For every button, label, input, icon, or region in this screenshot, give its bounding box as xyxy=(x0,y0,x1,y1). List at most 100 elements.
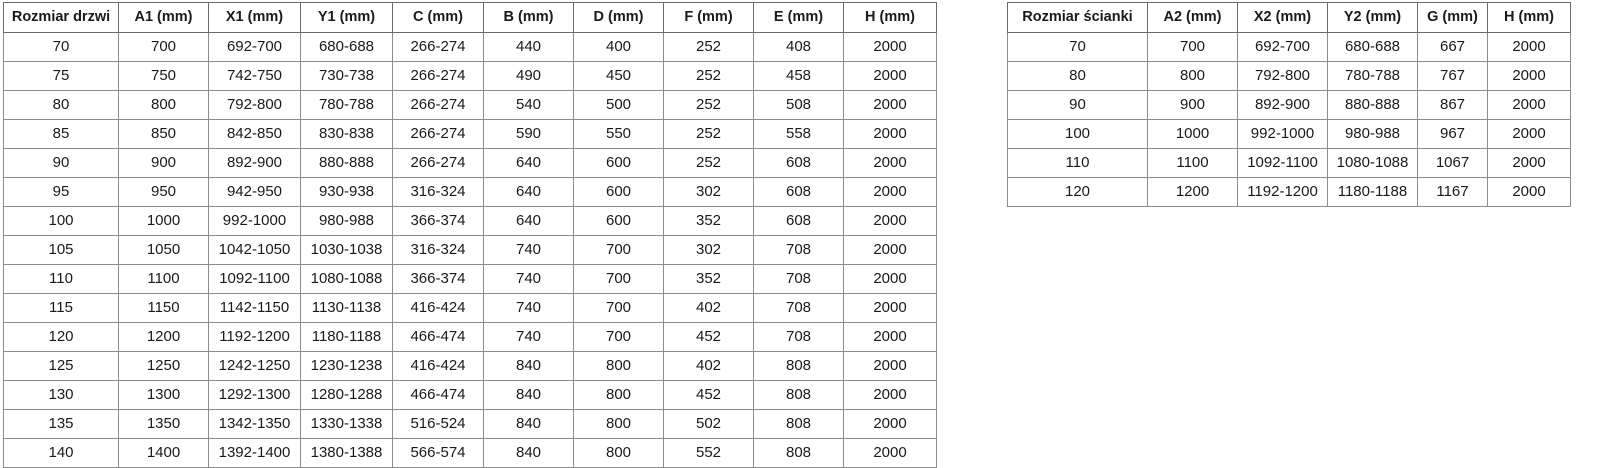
table-cell: 458 xyxy=(753,61,844,91)
table-cell: 408 xyxy=(753,32,844,62)
table-cell: 1100 xyxy=(1147,148,1238,178)
table-row: 85 850 842-850 830-838 266-274 590 550 252 558 20… xyxy=(3,119,937,149)
column-header-f: F (mm) xyxy=(663,2,754,33)
table-cell: 452 xyxy=(663,322,754,352)
table-cell: 700 xyxy=(573,264,664,294)
table-cell: 2000 xyxy=(843,293,937,323)
table-row: 70 700 692-700 680-688 667 2000 xyxy=(1007,32,1571,62)
table-cell: 1080-1088 xyxy=(1327,148,1418,178)
table-row: 100 1000 992-1000 980-988 366-374 640 600 352 60… xyxy=(3,206,937,236)
column-header-x1: X1 (mm) xyxy=(208,2,301,33)
table-cell: 880-888 xyxy=(1327,90,1418,120)
table-cell: 402 xyxy=(663,351,754,381)
table-cell: 105 xyxy=(3,235,119,265)
table-cell: 2000 xyxy=(1487,119,1571,149)
table-cell: 600 xyxy=(573,206,664,236)
table-cell: 840 xyxy=(483,438,574,468)
table-cell: 740 xyxy=(483,293,574,323)
table-cell: 90 xyxy=(1007,90,1148,120)
table-cell: 110 xyxy=(1007,148,1148,178)
table-cell: 416-424 xyxy=(392,351,484,381)
table-cell: 558 xyxy=(753,119,844,149)
table-cell: 740 xyxy=(483,264,574,294)
table-cell: 600 xyxy=(573,177,664,207)
table-row: 115 1150 1142-1150 1130-1138 416-424 740 700 40… xyxy=(3,293,937,323)
table-cell: 950 xyxy=(118,177,209,207)
table-row: 135 1350 1342-1350 1330-1338 516-524 840 800 50… xyxy=(3,409,937,439)
column-header-h: H (mm) xyxy=(843,2,937,33)
table-cell: 740 xyxy=(483,235,574,265)
table-cell: 1192-1200 xyxy=(1237,177,1328,207)
table-cell: 500 xyxy=(573,90,664,120)
table-cell: 540 xyxy=(483,90,574,120)
table-cell: 366-374 xyxy=(392,206,484,236)
table-cell: 980-988 xyxy=(300,206,393,236)
table-cell: 1300 xyxy=(118,380,209,410)
table-cell: 1280-1288 xyxy=(300,380,393,410)
table-cell: 466-474 xyxy=(392,380,484,410)
table-cell: 266-274 xyxy=(392,32,484,62)
table-cell: 640 xyxy=(483,148,574,178)
table-cell: 1250 xyxy=(118,351,209,381)
table-cell: 800 xyxy=(573,409,664,439)
table-row: 110 1100 1092-1100 1080-1088 366-374 740 700 35… xyxy=(3,264,937,294)
table-cell: 2000 xyxy=(1487,177,1571,207)
table-cell: 1167 xyxy=(1417,177,1488,207)
table-cell: 2000 xyxy=(843,264,937,294)
wall-table-body: 70 700 692-700 680-688 667 2000 80 800 792-800 78… xyxy=(1007,32,1571,207)
table-cell: 508 xyxy=(753,90,844,120)
column-header-g: G (mm) xyxy=(1417,2,1488,33)
table-cell: 600 xyxy=(573,148,664,178)
table-cell: 266-274 xyxy=(392,148,484,178)
table-cell: 750 xyxy=(118,61,209,91)
table-cell: 266-274 xyxy=(392,90,484,120)
table-row: 70 700 692-700 680-688 266-274 440 400 252 408 20… xyxy=(3,32,937,62)
table-cell: 800 xyxy=(573,438,664,468)
table-cell: 2000 xyxy=(1487,90,1571,120)
table-cell: 700 xyxy=(1147,32,1238,62)
table-cell: 1342-1350 xyxy=(208,409,301,439)
column-header-e: E (mm) xyxy=(753,2,844,33)
table-cell: 2000 xyxy=(843,148,937,178)
table-cell: 900 xyxy=(118,148,209,178)
table-cell: 252 xyxy=(663,90,754,120)
table-cell: 967 xyxy=(1417,119,1488,149)
table-cell: 708 xyxy=(753,322,844,352)
table-cell: 2000 xyxy=(843,351,937,381)
table-cell: 708 xyxy=(753,293,844,323)
table-cell: 516-524 xyxy=(392,409,484,439)
table-cell: 1330-1338 xyxy=(300,409,393,439)
table-cell: 608 xyxy=(753,177,844,207)
table-cell: 867 xyxy=(1417,90,1488,120)
table-cell: 640 xyxy=(483,206,574,236)
table-cell: 1050 xyxy=(118,235,209,265)
table-cell: 930-938 xyxy=(300,177,393,207)
table-cell: 70 xyxy=(1007,32,1148,62)
table-cell: 490 xyxy=(483,61,574,91)
table-cell: 80 xyxy=(1007,61,1148,91)
table-cell: 667 xyxy=(1417,32,1488,62)
table-cell: 466-474 xyxy=(392,322,484,352)
table-cell: 90 xyxy=(3,148,119,178)
table-cell: 140 xyxy=(3,438,119,468)
wall-table-header: Rozmiar ścianki A2 (mm) X2 (mm) Y2 (mm) … xyxy=(1007,2,1571,33)
table-cell: 780-788 xyxy=(1327,61,1418,91)
table-cell: 1200 xyxy=(118,322,209,352)
table-cell: 2000 xyxy=(843,235,937,265)
table-cell: 640 xyxy=(483,177,574,207)
table-row: 130 1300 1292-1300 1280-1288 466-474 840 800 45… xyxy=(3,380,937,410)
table-row: 110 1100 1092-1100 1080-1088 1067 2000 xyxy=(1007,148,1571,178)
table-cell: 900 xyxy=(1147,90,1238,120)
table-cell: 302 xyxy=(663,235,754,265)
column-header-wall-size: Rozmiar ścianki xyxy=(1007,2,1148,33)
table-row: 140 1400 1392-1400 1380-1388 566-574 840 800 55… xyxy=(3,438,937,468)
table-cell: 892-900 xyxy=(1237,90,1328,120)
table-cell: 450 xyxy=(573,61,664,91)
table-cell: 2000 xyxy=(1487,32,1571,62)
table-cell: 452 xyxy=(663,380,754,410)
table-cell: 608 xyxy=(753,206,844,236)
table-cell: 100 xyxy=(1007,119,1148,149)
table-cell: 1392-1400 xyxy=(208,438,301,468)
table-cell: 130 xyxy=(3,380,119,410)
table-row: 125 1250 1242-1250 1230-1238 416-424 840 800 40… xyxy=(3,351,937,381)
